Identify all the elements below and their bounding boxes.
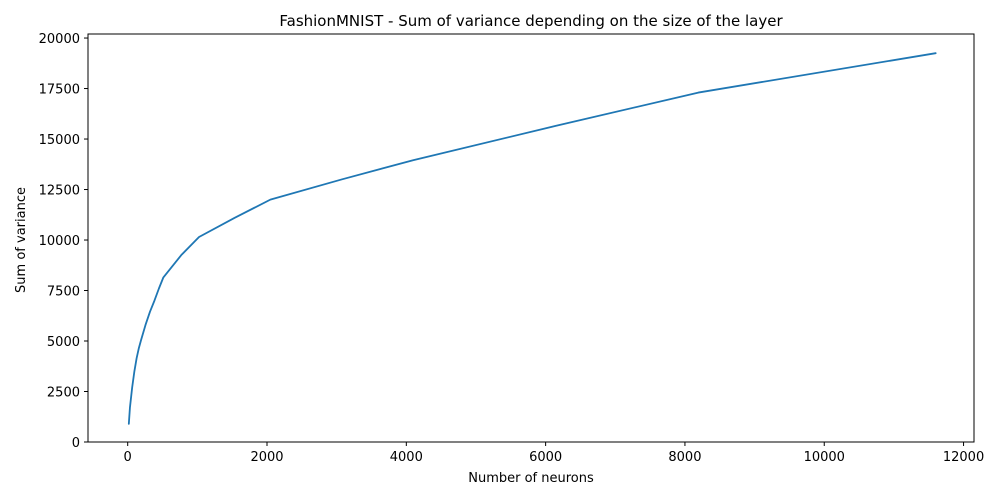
y-tick-label: 2500 xyxy=(47,386,80,401)
plot-area xyxy=(87,33,975,443)
y-tick-label: 7500 xyxy=(47,285,80,300)
x-tick-label: 10000 xyxy=(804,450,845,465)
x-tick-label: 12000 xyxy=(943,450,984,465)
y-tick-label: 17500 xyxy=(39,83,80,98)
series-line-0 xyxy=(127,52,937,425)
x-tick-label: 2000 xyxy=(250,450,283,465)
x-tick-label: 8000 xyxy=(668,450,701,465)
chart-title: FashionMNIST - Sum of variance depending… xyxy=(279,12,783,30)
y-tick-label: 12500 xyxy=(39,184,80,199)
x-tick-label: 4000 xyxy=(390,450,423,465)
y-tick-label: 0 xyxy=(72,436,80,451)
x-tick-label: 6000 xyxy=(529,450,562,465)
axes-frame xyxy=(87,33,975,443)
y-axis-label: Sum of variance xyxy=(14,187,29,293)
x-axis-ticks: 0 2000 4000 6000 8000 10000 12000 xyxy=(124,442,984,465)
y-tick-label: 20000 xyxy=(39,32,80,47)
y-axis-ticks: 0 2500 5000 7500 10000 12500 15000 17500 20000 xyxy=(39,32,88,451)
x-axis-label: Number of neurons xyxy=(468,471,594,486)
y-tick-label: 15000 xyxy=(39,133,80,148)
y-tick-label: 5000 xyxy=(47,335,80,350)
x-tick-label: 0 xyxy=(124,450,132,465)
y-tick-label: 10000 xyxy=(39,234,80,249)
